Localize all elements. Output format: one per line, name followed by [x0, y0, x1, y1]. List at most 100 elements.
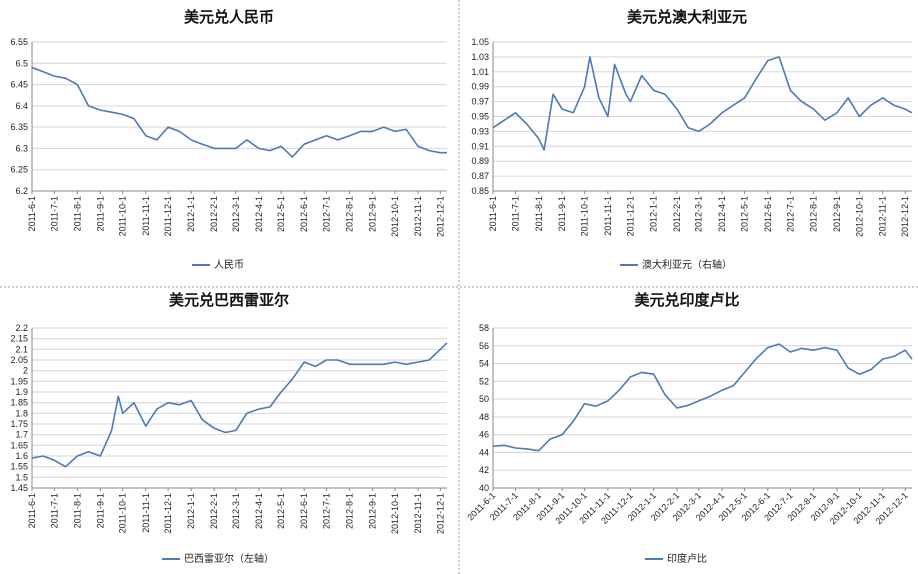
x-tick-label: 2012-9-1 [368, 493, 378, 529]
chart-title: 美元兑澳大利亚元 [627, 8, 747, 26]
x-tick-label: 2011-12-1 [163, 196, 173, 236]
y-tick-label: 1.9 [15, 387, 28, 397]
chart-panel-1: 美元兑人民币 6.2 6.25 6.3 6.35 6.4 6.45 6.5 6.55 2011-6… [10, 8, 447, 271]
y-tick-label: 2.15 [10, 334, 28, 344]
y-tick-label: 2.2 [15, 323, 28, 333]
y-tick-label: 0.85 [471, 186, 489, 196]
x-tick-label: 2011-12-1 [625, 196, 635, 236]
y-tick-label: 1.45 [10, 483, 28, 493]
x-tick-label: 2012-8-1 [345, 196, 355, 232]
y-tick-label: 44 [479, 447, 489, 457]
x-tick-label: 2012-7-1 [785, 196, 795, 232]
y-tick-label: 1.7 [15, 430, 28, 440]
y-tick-label: 0.93 [471, 126, 489, 136]
x-tick-label: 2012-12-1 [900, 196, 910, 237]
x-tick-label: 2011-10-1 [118, 196, 128, 236]
x-tick-label: 2012-10-1 [390, 493, 400, 534]
y-tick-label: 46 [479, 430, 489, 440]
x-tick-label: 2012-7-1 [322, 196, 332, 232]
y-tick-label: 2.1 [15, 344, 28, 354]
y-tick-label: 58 [479, 323, 489, 333]
x-tick-label: 2012-6-1 [299, 196, 309, 232]
y-tick-label: 50 [479, 394, 489, 404]
x-tick-label: 2011-7-1 [49, 493, 59, 528]
x-tick-label: 2012-3-1 [231, 196, 241, 232]
y-tick-label: 48 [479, 412, 489, 422]
y-tick-label: 6.2 [15, 186, 28, 196]
x-tick-label: 2011-10-1 [580, 196, 590, 236]
legend-label: 巴西雷亚尔（左轴） [184, 552, 274, 565]
y-tick-label: 6.5 [15, 58, 28, 68]
x-tick-label: 2011-8-1 [72, 196, 82, 231]
y-tick-label: 54 [479, 359, 489, 369]
x-tick-label: 2011-9-1 [557, 196, 567, 231]
x-tick-label: 2011-7-1 [49, 196, 59, 231]
series-line [492, 343, 913, 452]
x-tick-label: 2011-11-1 [603, 196, 613, 236]
x-tick-label: 2012-7-1 [322, 493, 332, 529]
x-tick-label: 2012-6-1 [763, 196, 773, 232]
x-tick-label: 2012-11-1 [878, 196, 888, 236]
chart-title: 美元兑巴西雷亚尔 [169, 291, 289, 309]
y-tick-label: 1.75 [10, 419, 28, 429]
y-tick-label: 1.05 [471, 37, 489, 47]
y-tick-label: 2.05 [10, 355, 28, 365]
legend-label: 印度卢比 [667, 552, 707, 565]
x-tick-label: 2012-5-1 [276, 493, 286, 529]
x-tick-label: 2012-10-1 [854, 196, 864, 237]
x-tick-label: 2011-8-1 [72, 493, 82, 528]
x-tick-label: 2012-4-1 [254, 493, 264, 529]
x-tick-label: 2011-12-1 [163, 493, 173, 533]
y-tick-label: 1.01 [471, 67, 489, 77]
x-tick-label: 2012-5-1 [276, 196, 286, 232]
x-tick-label: 2012-4-1 [717, 196, 727, 232]
x-tick-label: 2012-2-1 [209, 493, 219, 529]
y-tick-label: 40 [479, 483, 489, 493]
x-tick-label: 2012-4-1 [254, 196, 264, 232]
y-tick-label: 1.03 [471, 52, 489, 62]
y-tick-label: 6.3 [15, 143, 28, 153]
series-line [31, 342, 448, 468]
chart-panel-3: 美元兑巴西雷亚尔 1.451.51.551.61.651.71.751.81.85… [10, 291, 448, 565]
x-tick-label: 2011-11-1 [141, 196, 151, 236]
y-tick-label: 0.89 [471, 156, 489, 166]
x-tick-label: 2012-12-1 [435, 493, 445, 534]
x-tick-label: 2012-2-1 [672, 196, 682, 232]
y-tick-label: 52 [479, 376, 489, 386]
x-tick-label: 2011-6-1 [27, 196, 37, 231]
y-tick-label: 6.45 [10, 80, 28, 90]
x-tick-label: 2011-8-1 [534, 196, 544, 231]
legend-label: 人民币 [214, 259, 244, 271]
x-tick-label: 2012-1-1 [186, 493, 196, 529]
x-tick-label: 2012-11-1 [413, 493, 423, 533]
x-tick-label: 2011-6-1 [27, 493, 37, 528]
y-tick-label: 0.97 [471, 97, 489, 107]
x-tick-label: 2011-7-1 [511, 196, 521, 231]
chart-title: 美元兑印度卢比 [634, 291, 739, 309]
x-tick-label: 2011-11-1 [141, 493, 151, 533]
x-tick-label: 2011-10-1 [118, 493, 128, 533]
chart-panel-4: 美元兑印度卢比404244464850525456582011-6-12011-… [465, 291, 913, 565]
y-tick-label: 42 [479, 465, 489, 475]
x-tick-label: 2012-3-1 [231, 493, 241, 529]
y-tick-label: 1.6 [15, 451, 28, 461]
x-tick-label: 2012-12-1 [435, 196, 445, 237]
y-tick-label: 0.99 [471, 82, 489, 92]
y-tick-label: 0.91 [471, 141, 489, 151]
x-tick-label: 2012-8-1 [809, 196, 819, 232]
y-tick-label: 6.35 [10, 122, 28, 132]
x-tick-label: 2012-5-1 [740, 196, 750, 232]
chart-title: 美元兑人民币 [184, 8, 274, 26]
x-tick-label: 2012-8-1 [345, 493, 355, 529]
y-tick-label: 0.87 [471, 171, 489, 181]
y-tick-label: 1.5 [15, 472, 28, 482]
x-tick-label: 2012-6-1 [299, 493, 309, 529]
x-tick-label: 2011-9-1 [95, 493, 105, 528]
y-tick-label: 1.8 [15, 408, 28, 418]
y-tick-label: 0.95 [471, 112, 489, 122]
y-tick-label: 2 [23, 366, 28, 376]
chart-panel-2: 美元兑澳大利亚元 0.85 0.87 0.89 0.91 0.93 0.95 0.97 0.99… [471, 8, 913, 271]
x-tick-label: 2011-9-1 [95, 196, 105, 231]
y-tick-label: 1.95 [10, 376, 28, 386]
